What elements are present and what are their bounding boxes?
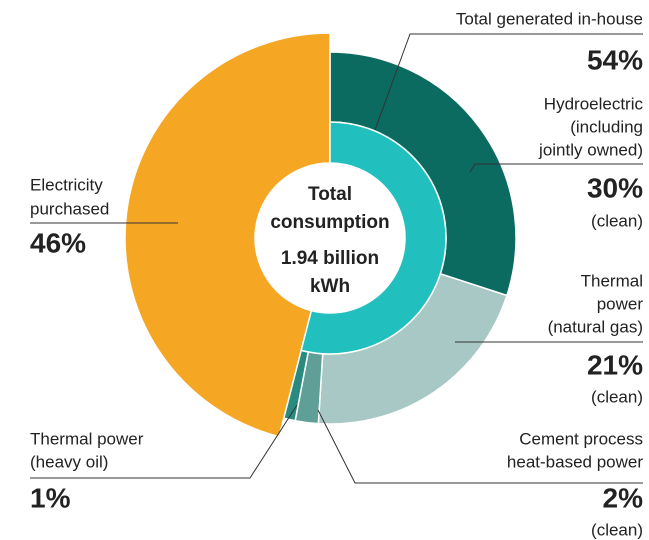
label: (heavy oil): [30, 452, 108, 471]
donut-inner-segment: [300, 121, 447, 355]
note: (clean): [591, 520, 643, 539]
center-text: kWh: [310, 276, 350, 297]
value-label: 54%: [587, 44, 643, 75]
donut-segment: [124, 32, 331, 438]
center-text: 1.94 billion: [281, 248, 379, 269]
leader-line: [317, 409, 643, 484]
center-text: consumption: [270, 212, 389, 233]
label: Electricity: [30, 175, 103, 194]
label: (including: [570, 117, 643, 136]
note: (clean): [591, 211, 643, 230]
value-label: 30%: [587, 172, 643, 203]
note: (clean): [591, 387, 643, 406]
value-label: 2%: [603, 482, 644, 513]
label: purchased: [30, 199, 109, 218]
label: Cement process: [519, 429, 643, 448]
leader-line: [469, 163, 643, 173]
label: Total generated in-house: [456, 9, 643, 28]
label: Thermal power: [30, 429, 144, 448]
label: power: [597, 294, 644, 313]
center-text: Total: [308, 184, 352, 205]
label: (natural gas): [548, 317, 643, 336]
label: heat-based power: [507, 452, 643, 471]
value-label: 21%: [587, 349, 643, 380]
value-label: 46%: [30, 227, 86, 258]
value-label: 1%: [30, 482, 71, 513]
leader-line: [374, 33, 643, 131]
label: Thermal: [581, 271, 643, 290]
label: jointly owned): [538, 140, 643, 159]
leader-line: [30, 404, 298, 479]
label: Hydroelectric: [544, 94, 644, 113]
